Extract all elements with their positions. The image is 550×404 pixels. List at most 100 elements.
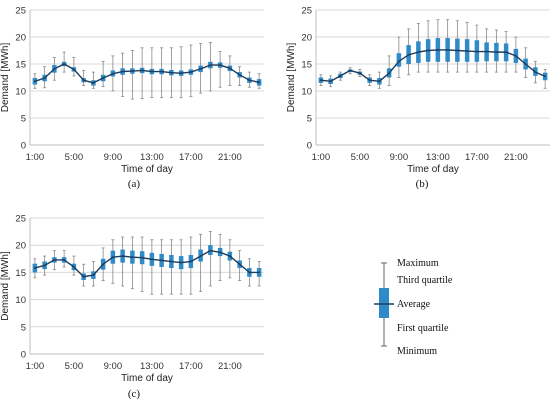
legend-third-quartile: Third quartile	[397, 275, 453, 286]
y-tick-label: 5	[21, 322, 26, 333]
legend-box	[379, 288, 389, 318]
y-tick-label: 25	[15, 6, 26, 17]
average-point	[238, 263, 241, 266]
average-point	[339, 74, 342, 77]
average-line	[320, 49, 546, 82]
average-point	[102, 263, 105, 266]
average-point	[92, 274, 95, 277]
average-point	[53, 67, 56, 70]
boxplot-legend: Maximum Third quartile Average First quarti…	[374, 258, 453, 357]
y-tick-label: 25	[15, 214, 26, 225]
panel-caption: (b)	[416, 178, 429, 190]
average-point	[92, 82, 95, 84]
x-tick-label: 13:00	[140, 361, 164, 372]
panel-caption: (a)	[128, 178, 141, 190]
average-point	[485, 50, 488, 53]
y-tick-label: 0	[21, 350, 26, 361]
average-point	[427, 49, 430, 52]
average-point	[43, 77, 46, 79]
x-tick-label: 1:00	[26, 152, 45, 163]
average-point	[150, 70, 153, 73]
y-tick-label: 5	[307, 114, 312, 125]
average-line	[34, 249, 260, 278]
average-point	[219, 251, 222, 254]
y-tick-label: 15	[15, 60, 26, 71]
legend-first-quartile: First quartile	[397, 323, 449, 334]
average-point	[209, 249, 212, 252]
average-point	[378, 80, 381, 83]
y-tick-label: 15	[301, 60, 312, 71]
box-mark	[396, 53, 402, 67]
average-point	[238, 73, 241, 76]
average-point	[514, 55, 517, 57]
x-tick-label: 17:00	[179, 361, 203, 372]
x-tick-label: 21:00	[504, 152, 528, 163]
average-line	[34, 63, 260, 84]
y-axis-label: Demand [MWh]	[0, 251, 11, 321]
average-point	[199, 67, 202, 70]
average-point	[180, 261, 183, 264]
average-point	[160, 259, 163, 262]
average-point	[219, 64, 222, 66]
average-point	[319, 79, 322, 82]
average-point	[199, 255, 202, 257]
legend-average: Average	[397, 299, 431, 310]
average-point	[141, 256, 144, 259]
average-point	[33, 80, 36, 83]
average-point	[534, 71, 537, 73]
average-point	[407, 53, 410, 56]
average-point	[189, 71, 192, 73]
average-point	[53, 258, 56, 261]
average-point	[388, 72, 391, 75]
average-point	[33, 267, 36, 269]
average-point	[544, 75, 547, 78]
average-point	[131, 256, 134, 259]
average-point	[121, 70, 124, 73]
x-tick-label: 9:00	[104, 361, 123, 372]
average-point	[258, 271, 261, 274]
y-tick-label: 20	[15, 241, 26, 252]
average-point	[524, 63, 527, 65]
average-point	[43, 264, 46, 267]
average-point	[209, 64, 212, 66]
average-point	[349, 69, 352, 72]
average-point	[72, 68, 75, 71]
average-point	[131, 70, 134, 72]
average-point	[475, 50, 478, 53]
y-axis-label: Demand [MWh]	[286, 43, 297, 113]
average-point	[170, 260, 173, 263]
average-point	[63, 63, 66, 65]
x-tick-label: 17:00	[179, 152, 203, 163]
x-tick-label: 5:00	[65, 152, 84, 163]
y-tick-label: 10	[15, 295, 26, 306]
x-tick-label: 13:00	[140, 152, 164, 163]
average-point	[63, 258, 66, 261]
legend-maximum: Maximum	[397, 258, 439, 269]
x-tick-label: 5:00	[351, 152, 370, 163]
average-point	[466, 50, 469, 52]
x-tick-label: 1:00	[26, 361, 45, 372]
x-tick-label: 1:00	[312, 152, 331, 163]
average-point	[180, 72, 183, 75]
average-point	[82, 79, 85, 82]
y-tick-label: 20	[301, 33, 312, 44]
average-point	[436, 49, 439, 51]
x-tick-label: 5:00	[65, 361, 84, 372]
average-point	[446, 49, 449, 51]
average-point	[228, 67, 231, 70]
y-tick-label: 25	[301, 6, 312, 17]
legend-minimum: Minimum	[397, 346, 437, 357]
average-point	[160, 70, 163, 73]
average-point	[258, 81, 261, 84]
chart-panel-a: 0 5 10 15 20 25 1:00 5:00 9:00 13:00 17:00 21:00 Tim…	[0, 6, 264, 190]
average-point	[111, 72, 114, 75]
panel-caption: (c)	[128, 388, 141, 400]
average-point	[72, 266, 75, 268]
x-tick-label: 9:00	[104, 152, 123, 163]
y-tick-label: 10	[15, 87, 26, 98]
x-axis-label: Time of day	[121, 373, 173, 384]
y-tick-label: 5	[21, 114, 26, 125]
x-axis-label: Time of day	[407, 164, 459, 175]
average-point	[111, 256, 114, 259]
